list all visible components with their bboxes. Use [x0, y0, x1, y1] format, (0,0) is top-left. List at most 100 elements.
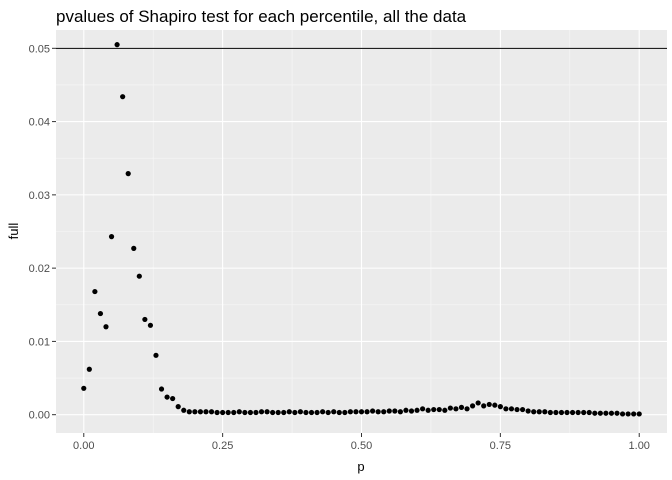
data-point: [420, 406, 426, 412]
data-point: [108, 234, 115, 240]
data-point: [597, 410, 603, 416]
data-point: [397, 409, 403, 415]
data-point: [97, 310, 104, 317]
data-point: [381, 409, 387, 415]
data-point: [275, 409, 281, 416]
data-point: [442, 407, 448, 413]
data-point: [258, 409, 265, 415]
data-point: [142, 316, 148, 323]
data-point: [81, 385, 87, 391]
data-points: [81, 42, 642, 417]
data-point: [425, 407, 431, 413]
data-point: [292, 409, 298, 416]
data-point: [392, 408, 398, 414]
data-point: [303, 409, 309, 416]
data-point: [247, 409, 254, 416]
data-point: [581, 409, 587, 416]
data-point: [464, 406, 470, 412]
data-point: [208, 409, 215, 415]
data-point: [214, 409, 220, 416]
data-point: [186, 409, 192, 415]
data-point: [536, 409, 542, 415]
x-axis: 0.00 0.25 0.50 0.75 1.00: [73, 433, 650, 452]
data-point: [342, 409, 348, 416]
x-axis-title: p: [357, 459, 364, 474]
data-point: [181, 407, 187, 413]
data-point: [469, 403, 476, 409]
data-point: [353, 409, 359, 415]
data-point: [297, 409, 303, 415]
data-point: [347, 409, 353, 415]
data-point: [192, 409, 198, 415]
data-point: [336, 409, 342, 416]
data-point: [125, 171, 131, 177]
data-point: [592, 410, 598, 416]
data-point: [408, 408, 415, 414]
y-tick-label: 0.01: [29, 336, 50, 348]
data-point: [308, 409, 315, 416]
y-tick-label: 0.04: [29, 117, 50, 129]
data-point: [436, 406, 442, 413]
y-axis: 0.00 0.01 0.02 0.03 0.04 0.05: [29, 43, 56, 422]
data-point: [531, 409, 537, 415]
data-point: [514, 406, 520, 413]
data-point: [386, 408, 392, 414]
x-tick-label: 0.00: [73, 440, 94, 452]
data-point: [147, 322, 154, 328]
data-point: [281, 409, 287, 416]
data-point: [220, 409, 226, 416]
data-point: [114, 42, 120, 48]
data-point: [486, 401, 492, 408]
x-tick-label: 0.25: [212, 440, 233, 452]
data-point: [636, 411, 642, 417]
data-point: [519, 406, 526, 413]
data-point: [153, 352, 159, 358]
data-point: [547, 409, 553, 416]
data-point: [553, 409, 559, 416]
data-point: [120, 94, 126, 100]
data-point: [497, 404, 503, 410]
data-point: [453, 406, 459, 412]
data-point: [175, 404, 181, 410]
y-tick-label: 0.03: [29, 190, 50, 202]
data-point: [242, 409, 248, 416]
x-tick-label: 1.00: [629, 440, 650, 452]
data-point: [264, 409, 270, 415]
data-point: [431, 406, 437, 413]
data-point: [253, 409, 259, 416]
x-tick-label: 0.50: [351, 440, 372, 452]
data-point: [225, 409, 231, 416]
data-point: [164, 394, 170, 400]
data-point: [131, 245, 137, 251]
data-point: [525, 408, 531, 414]
data-point: [203, 409, 209, 415]
data-point: [625, 411, 631, 417]
data-point: [558, 409, 565, 416]
data-point: [370, 408, 376, 414]
data-point: [270, 409, 276, 416]
data-point: [503, 406, 509, 412]
data-point: [619, 411, 626, 417]
chart-title: pvalues of Shapiro test for each percent…: [56, 7, 467, 26]
data-point: [236, 409, 242, 415]
data-point: [358, 409, 365, 415]
data-point: [631, 411, 637, 417]
data-point: [136, 273, 142, 279]
data-point: [542, 409, 548, 415]
data-point: [447, 405, 453, 411]
y-tick-label: 0.02: [29, 263, 50, 275]
data-point: [564, 409, 570, 416]
data-point: [475, 400, 481, 406]
x-tick-label: 0.75: [490, 440, 511, 452]
data-point: [314, 409, 320, 416]
data-point: [492, 402, 498, 408]
data-point: [325, 409, 331, 416]
data-point: [586, 409, 592, 416]
data-point: [86, 366, 92, 372]
data-point: [603, 410, 609, 416]
data-point: [158, 386, 165, 392]
data-point: [231, 409, 237, 416]
data-point: [320, 409, 326, 415]
data-point: [569, 409, 576, 416]
